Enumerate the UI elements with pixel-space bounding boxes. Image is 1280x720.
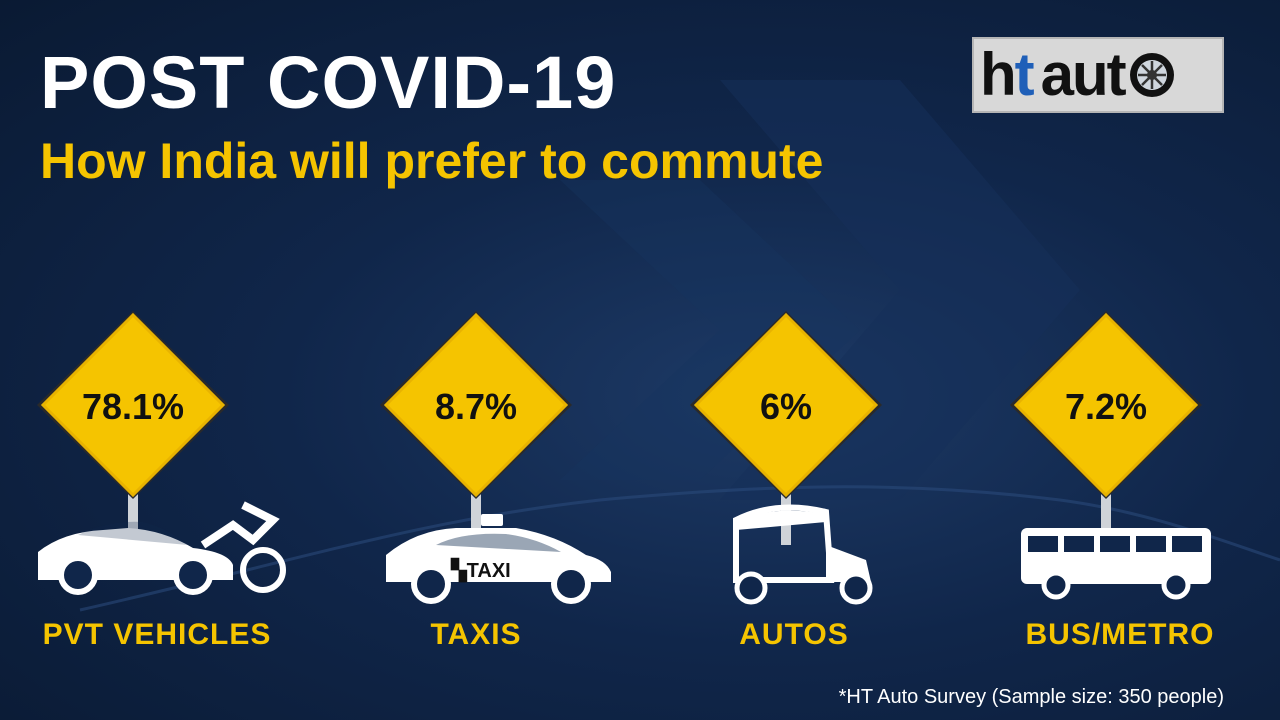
category-label: AUTOS: [739, 618, 849, 651]
car-motorcycle-icon: [38, 501, 286, 595]
auto-rickshaw-icon: [733, 504, 873, 605]
taxi-sign-text: ▚TAXI: [450, 557, 510, 583]
taxi-icon: ▚TAXI: [386, 514, 611, 604]
value-label: 78.1%: [82, 386, 184, 427]
bus-icon: [1021, 528, 1211, 600]
survey-footnote: *HT Auto Survey (Sample size: 350 people…: [838, 686, 1224, 708]
chart-item-4: 7.2%: [1010, 311, 1211, 600]
sign-post: [1101, 485, 1111, 545]
value-sign: [40, 312, 226, 498]
value-label: 6%: [760, 386, 812, 427]
value-sign: [1013, 312, 1199, 498]
logo-auto-text: aut: [1040, 41, 1127, 108]
category-label: PVT VEHICLES: [42, 618, 272, 651]
value-label: 7.2%: [1065, 386, 1147, 427]
category-label: TAXIS: [430, 618, 522, 651]
sign-post: [128, 485, 138, 545]
value-sign: [693, 312, 879, 498]
chart-item-3: 6%: [690, 311, 882, 605]
chart-item-2: 8.7% ▚TAXI: [380, 311, 611, 604]
chart-item-1: 78.1%: [37, 311, 286, 595]
value-label: 8.7%: [435, 386, 517, 427]
wheel-icon: [1129, 53, 1174, 97]
page-subtitle: How India will prefer to commute: [40, 133, 824, 189]
category-label: BUS/METRO: [1025, 618, 1215, 651]
page-title: POST COVID-19: [40, 41, 617, 124]
sign-post: [471, 485, 481, 545]
value-sign: [383, 312, 569, 498]
